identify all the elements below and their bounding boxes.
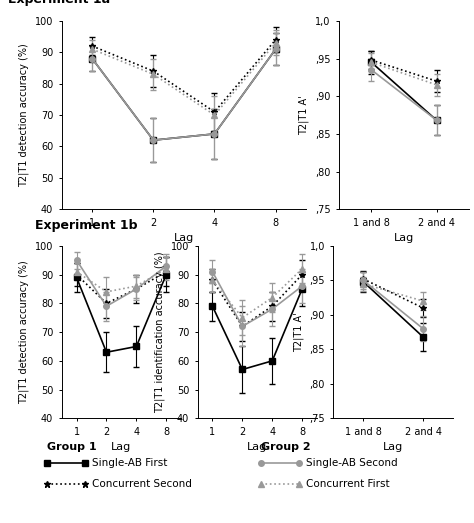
- Text: Experiment 1b: Experiment 1b: [36, 219, 138, 232]
- X-axis label: Lag: Lag: [394, 233, 414, 243]
- Text: Experiment 1a: Experiment 1a: [8, 0, 110, 6]
- Y-axis label: T2|T1 A': T2|T1 A': [299, 95, 310, 135]
- Y-axis label: T2|T1 identification accuracy (%): T2|T1 identification accuracy (%): [155, 251, 165, 413]
- X-axis label: Lag: Lag: [383, 442, 403, 452]
- Text: Single-AB Second: Single-AB Second: [306, 458, 397, 468]
- Text: Group 1: Group 1: [47, 442, 97, 452]
- Y-axis label: T2|T1 detection accuracy (%): T2|T1 detection accuracy (%): [19, 43, 29, 187]
- X-axis label: Lag: Lag: [247, 442, 267, 452]
- Text: Group 2: Group 2: [261, 442, 310, 452]
- Text: Single-AB First: Single-AB First: [92, 458, 168, 468]
- Y-axis label: T2|T1 A': T2|T1 A': [293, 312, 304, 352]
- X-axis label: Lag: Lag: [111, 442, 131, 452]
- Text: Concurrent First: Concurrent First: [306, 479, 389, 489]
- Text: Concurrent Second: Concurrent Second: [92, 479, 192, 489]
- X-axis label: Lag: Lag: [174, 233, 194, 243]
- Y-axis label: T2|T1 detection accuracy (%): T2|T1 detection accuracy (%): [19, 260, 29, 404]
